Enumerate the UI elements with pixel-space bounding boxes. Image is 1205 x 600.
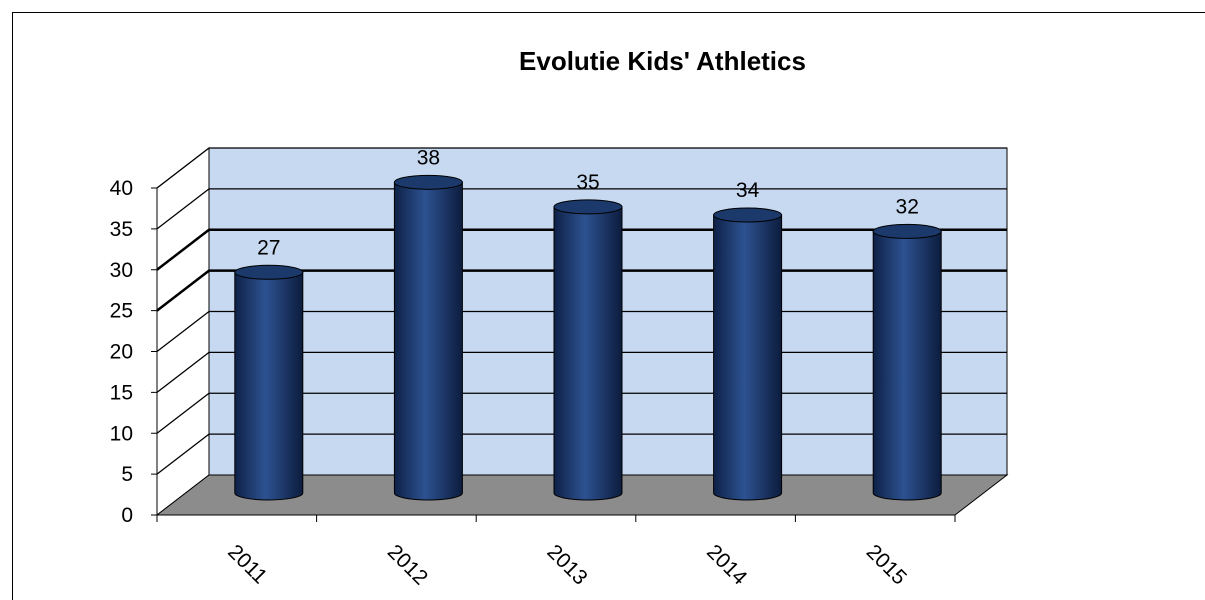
- bar-body: [872, 230, 942, 501]
- gridline: [156, 147, 1007, 189]
- chart-title: Evolutie Kids' Athletics: [519, 46, 806, 76]
- y-tick-label: 5: [121, 463, 133, 486]
- data-label: 34: [736, 179, 760, 202]
- y-tick-label: 30: [110, 259, 133, 282]
- bar-2011: 27: [234, 236, 304, 501]
- data-label: 35: [576, 171, 599, 194]
- data-label: 38: [417, 146, 440, 169]
- y-tick-label: 0: [121, 504, 133, 527]
- data-label: 32: [896, 195, 919, 218]
- x-tick-label: 2015: [862, 540, 911, 589]
- bar-top: [553, 199, 623, 215]
- bar-body: [393, 181, 463, 501]
- y-tick-label: 20: [110, 341, 133, 364]
- bar-body: [553, 206, 623, 501]
- y-tick-label: 15: [110, 381, 133, 404]
- y-tick-label: 35: [110, 218, 133, 241]
- x-tick-label: 2013: [542, 540, 591, 589]
- data-label: 27: [257, 236, 280, 259]
- chart-frame: [12, 12, 1205, 600]
- y-tick-label: 10: [110, 422, 133, 445]
- bar-top: [393, 174, 463, 190]
- x-tick-label: 2014: [702, 540, 752, 590]
- bar-body: [234, 271, 304, 501]
- bar-2015: 32: [872, 195, 942, 501]
- gridline: [156, 188, 1007, 230]
- bar-top: [234, 264, 304, 280]
- bar-2012: 38: [393, 146, 463, 501]
- bar-top: [713, 207, 783, 223]
- x-tick-label: 2011: [223, 540, 271, 588]
- bar-top: [872, 223, 942, 239]
- y-tick-label: 25: [110, 300, 133, 323]
- x-tick-label: 2012: [383, 540, 432, 589]
- bar-2014: 34: [713, 179, 783, 501]
- bar-body: [713, 214, 783, 501]
- y-tick-label: 40: [110, 177, 133, 200]
- bar-2013: 35: [553, 171, 623, 501]
